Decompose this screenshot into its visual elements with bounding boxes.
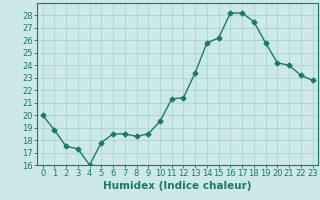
X-axis label: Humidex (Indice chaleur): Humidex (Indice chaleur) <box>103 181 252 191</box>
